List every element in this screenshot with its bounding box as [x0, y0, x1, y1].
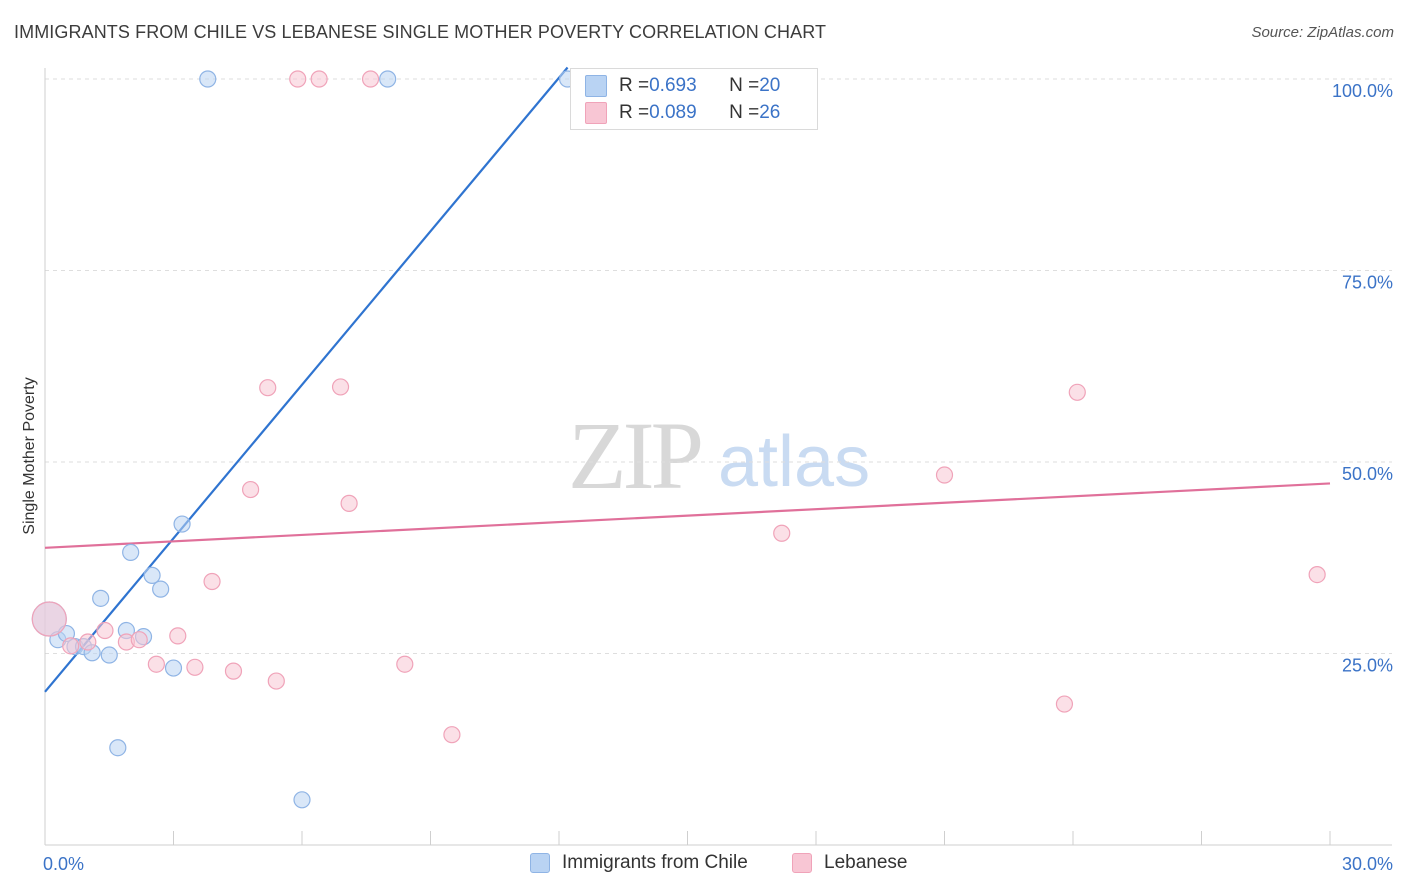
legend-swatch-lebanese: [792, 853, 812, 873]
stats-r-value: 0.693: [649, 75, 697, 96]
point-lebanese: [267, 672, 285, 690]
point-chile: [173, 515, 191, 533]
point-chile: [152, 580, 170, 598]
point-chile: [164, 659, 183, 677]
point-chile: [92, 589, 110, 607]
series-legend: Immigrants from Chile Lebanese: [0, 852, 1406, 878]
stats-r-value: 0.089: [649, 102, 697, 123]
point-lebanese: [361, 70, 380, 88]
point-chile: [199, 70, 217, 88]
point-lebanese: [310, 70, 328, 88]
y-tick-label: 25.0%: [1342, 656, 1393, 676]
point-lebanese: [186, 658, 204, 676]
stats-n-label: N =: [729, 102, 760, 123]
point-chile: [143, 566, 161, 584]
legend-item-chile[interactable]: Immigrants from Chile: [530, 852, 748, 874]
legend-item-lebanese[interactable]: Lebanese: [792, 852, 907, 874]
stats-n-label: N =: [729, 75, 760, 96]
stats-n-value: 26: [759, 102, 781, 123]
zipatlas-watermark: ZIP atlas: [568, 402, 870, 509]
point-lebanese: [224, 662, 243, 680]
stats-legend: R = 0.693 N = 20 R = 0.089 N = 26: [570, 68, 818, 130]
point-lebanese: [147, 655, 165, 673]
point-lebanese: [169, 627, 187, 645]
point-lebanese: [1068, 383, 1086, 401]
point-chile: [100, 646, 118, 664]
stats-swatch-lebanese: [585, 102, 607, 124]
x-tick-label: 30.0%: [1342, 854, 1393, 874]
point-chile: [379, 70, 397, 88]
point-lebanese: [289, 70, 307, 88]
trendline-chile: [44, 66, 569, 693]
stats-row-lebanese: R = 0.089 N = 26: [585, 101, 780, 125]
legend-label-chile: Immigrants from Chile: [562, 852, 748, 873]
point-chile: [293, 791, 311, 809]
point-chile: [109, 739, 127, 757]
point-lebanese: [935, 466, 954, 484]
stats-r-label: R =: [619, 102, 650, 123]
point-lebanese: [31, 601, 67, 637]
point-lebanese: [203, 572, 221, 591]
legend-swatch-chile: [530, 853, 550, 873]
trendline-lebanese: [44, 482, 1331, 549]
point-lebanese: [773, 524, 791, 542]
point-lebanese: [96, 621, 114, 640]
point-lebanese: [396, 655, 414, 673]
point-lebanese: [62, 637, 80, 655]
point-lebanese: [242, 480, 260, 499]
point-lebanese: [331, 378, 350, 396]
point-chile: [122, 543, 140, 561]
y-tick-label: 100.0%: [1332, 81, 1393, 101]
point-lebanese: [79, 633, 97, 651]
source-credit: Source: ZipAtlas.com: [1251, 24, 1394, 41]
point-lebanese: [130, 631, 148, 649]
stats-swatch-chile: [585, 75, 607, 97]
stats-row-chile: R = 0.693 N = 20: [585, 74, 780, 98]
legend-label-lebanese: Lebanese: [824, 852, 908, 873]
point-lebanese: [259, 379, 277, 397]
point-lebanese: [443, 726, 461, 744]
y-tick-label: 75.0%: [1342, 273, 1393, 293]
stats-n-value: 20: [759, 75, 781, 96]
watermark-zip: ZIP: [568, 402, 701, 509]
chart-title: IMMIGRANTS FROM CHILE VS LEBANESE SINGLE…: [14, 22, 827, 42]
stats-r-label: R =: [619, 75, 650, 96]
point-lebanese: [1055, 695, 1074, 713]
x-tick-label: 0.0%: [43, 854, 84, 874]
point-lebanese: [340, 494, 358, 512]
point-lebanese: [1308, 566, 1326, 584]
y-tick-label: 50.0%: [1342, 464, 1393, 484]
